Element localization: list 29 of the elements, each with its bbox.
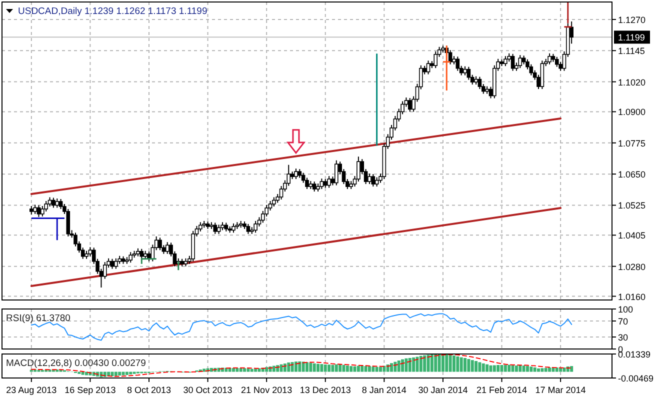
- chart-title: RSI(9) 61.3780: [6, 313, 70, 324]
- y-tick-label: 30: [618, 332, 628, 342]
- y-tick-label: 1.1020: [618, 77, 646, 88]
- x-tick-label: 30 Jan 2014: [418, 385, 468, 395]
- y-tick-label: 1.0405: [618, 230, 646, 241]
- y-tick-label: 100: [618, 304, 634, 314]
- y-tick-label: 1.1145: [618, 46, 645, 56]
- y-tick-label: 1.0650: [618, 170, 646, 180]
- y-tick-label: 1.1270: [618, 14, 646, 25]
- x-tick-label: 30 Oct 2013: [183, 385, 232, 395]
- x-tick-label: 13 Dec 2013: [300, 385, 351, 395]
- chart-title: USDCAD,Daily 1.1239 1.1262 1.1173 1.1199: [18, 6, 208, 17]
- x-tick-label: 16 Sep 2013: [64, 385, 116, 395]
- y-tick-label: 1.0900: [618, 107, 646, 118]
- x-tick-label: 21 Feb 2014: [476, 385, 528, 395]
- x-tick-label: 23 Aug 2013: [6, 385, 57, 395]
- y-tick-label: 0.01339: [618, 350, 651, 360]
- y-tick-label: 1.0775: [618, 138, 646, 148]
- x-tick-label: 21 Nov 2013: [241, 385, 292, 395]
- y-tick-label: 1.0280: [618, 262, 646, 272]
- y-tick-label: 70: [618, 316, 628, 326]
- y-tick-label: 1.0525: [618, 200, 646, 211]
- chart-title: MACD(12,26,8) 0.00430 0.00279: [6, 358, 146, 369]
- x-tick-label: 17 Mar 2014: [535, 385, 586, 395]
- ref-line-label: 1.1199: [618, 32, 645, 43]
- x-tick-label: 8 Jan 2014: [362, 385, 406, 395]
- y-tick-label: -0.00469: [618, 374, 654, 384]
- x-tick-label: 8 Oct 2013: [126, 385, 172, 395]
- y-tick-label: 1.0160: [618, 292, 646, 302]
